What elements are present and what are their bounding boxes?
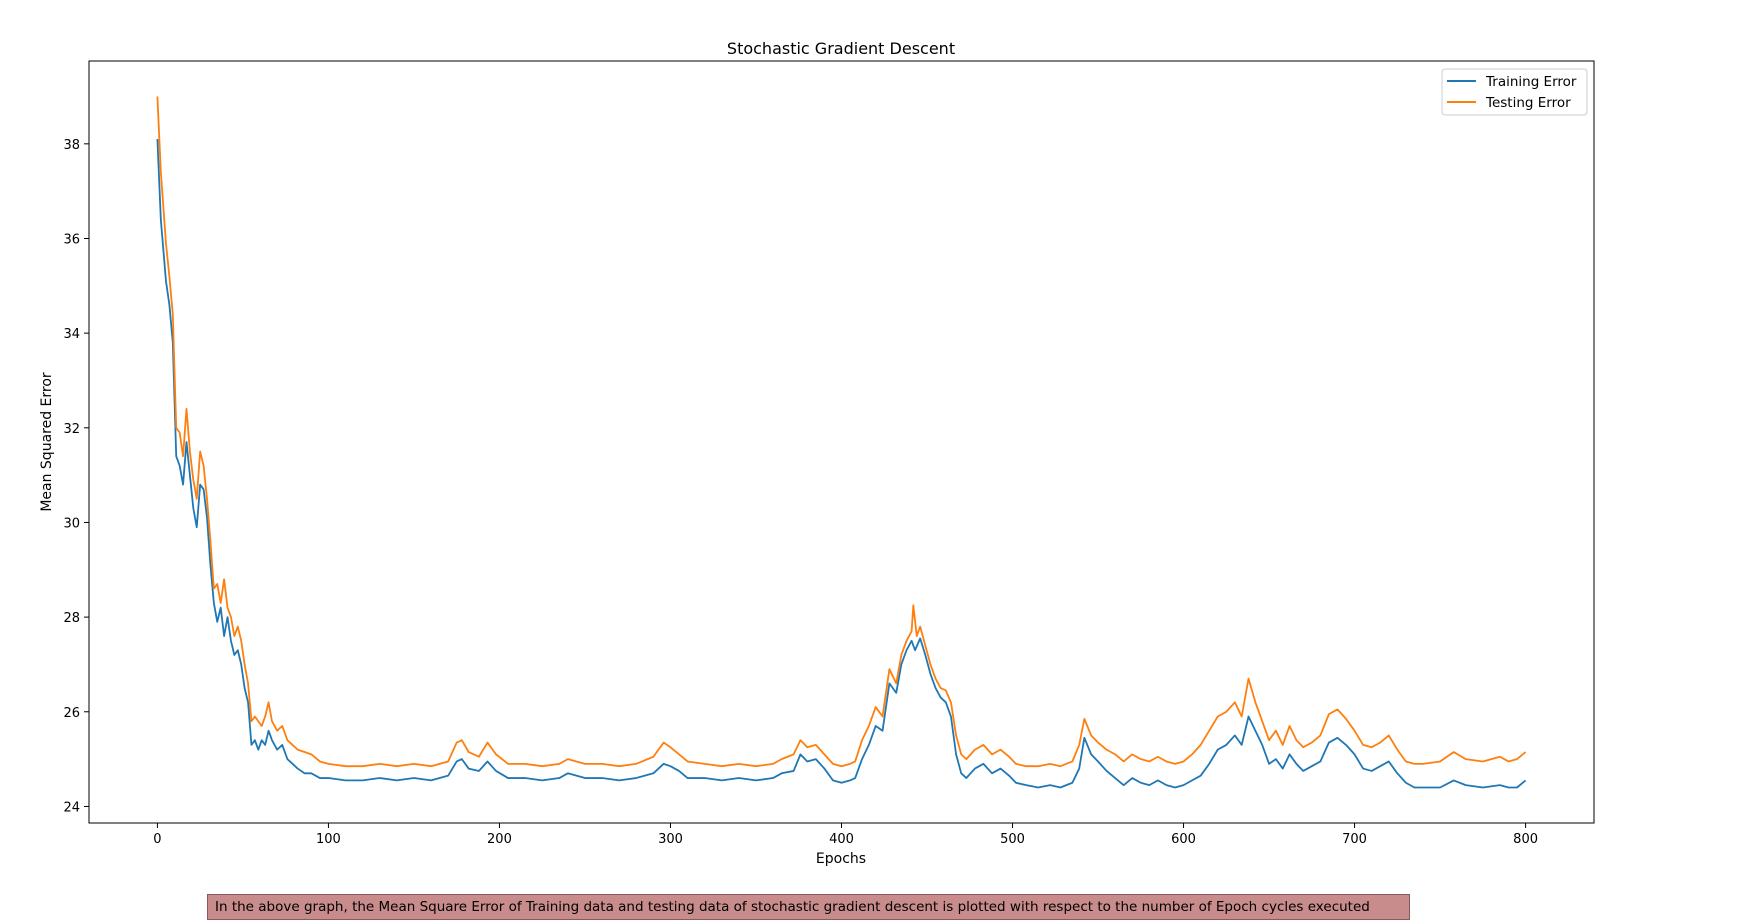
y-axis-title: Mean Squared Error xyxy=(39,372,55,512)
y-tick-label: 34 xyxy=(63,327,80,342)
x-tick-label: 600 xyxy=(1171,832,1196,847)
x-tick-label: 500 xyxy=(1000,832,1025,847)
series-line-training-error xyxy=(156,139,1527,789)
series-line-testing-error xyxy=(156,96,1527,768)
x-axis: 0 100 200 300 400 500 600 700 800 xyxy=(153,823,1538,847)
chart-caption: In the above graph, the Mean Square Erro… xyxy=(207,894,1410,920)
legend-box xyxy=(1441,68,1588,116)
y-tick-label: 38 xyxy=(63,138,80,153)
y-tick-label: 36 xyxy=(63,232,80,247)
y-tick-label: 24 xyxy=(63,800,80,815)
x-axis-title: Epochs xyxy=(816,851,866,867)
y-tick-label: 32 xyxy=(63,422,80,437)
x-tick-label: 200 xyxy=(487,832,512,847)
x-tick-label: 400 xyxy=(829,832,854,847)
plot-area-frame xyxy=(88,60,1595,824)
x-tick-label: 700 xyxy=(1342,832,1367,847)
x-tick-label: 300 xyxy=(658,832,683,847)
y-tick-label: 26 xyxy=(63,706,80,721)
y-tick-label: 28 xyxy=(63,611,80,626)
legend-label-training-error: Training Error xyxy=(1485,74,1577,90)
legend: Training Error Testing Error xyxy=(1441,68,1588,116)
chart-title: Stochastic Gradient Descent xyxy=(727,39,955,58)
legend-label-testing-error: Testing Error xyxy=(1485,95,1571,111)
series-layer xyxy=(156,96,1527,789)
x-tick-label: 800 xyxy=(1513,832,1538,847)
y-tick-label: 30 xyxy=(63,516,80,531)
y-axis: 24 26 28 30 32 34 36 38 xyxy=(63,138,89,815)
x-tick-label: 100 xyxy=(316,832,341,847)
x-tick-label: 0 xyxy=(153,832,161,847)
